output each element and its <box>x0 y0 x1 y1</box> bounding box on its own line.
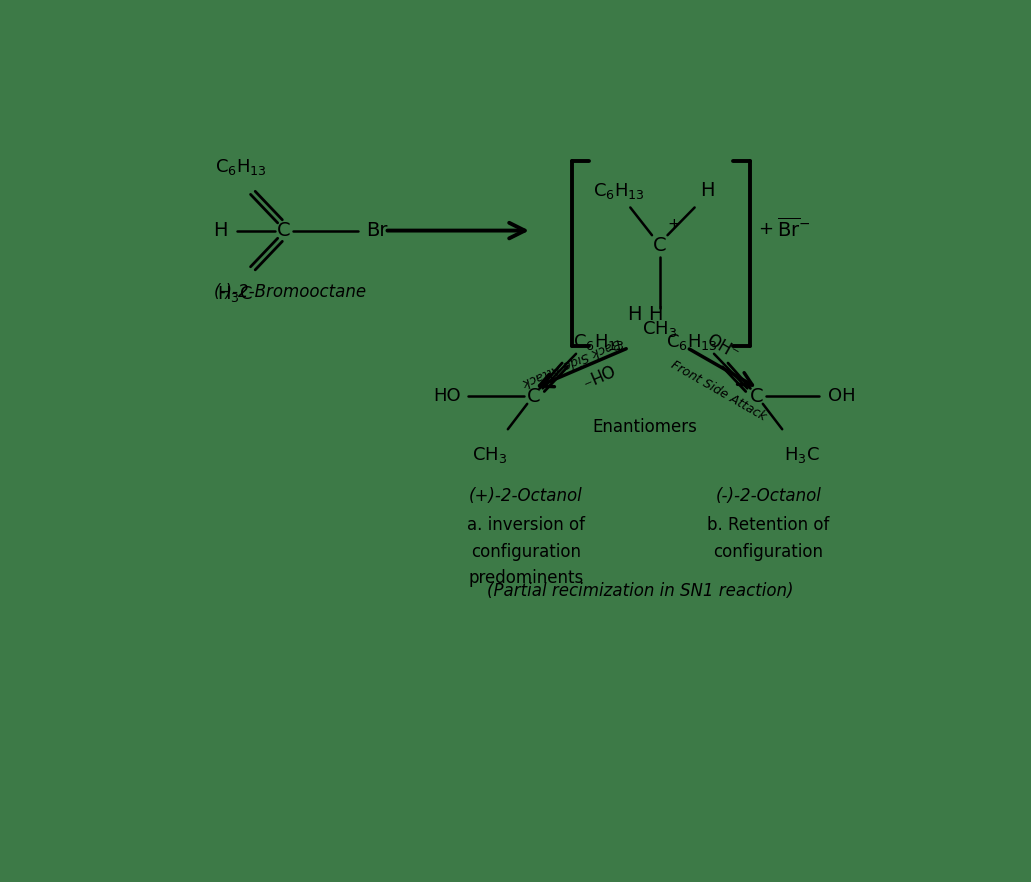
Text: configuration: configuration <box>471 542 580 561</box>
Text: HO: HO <box>433 387 461 405</box>
Text: (-)-2-Bromooctane: (-)-2-Bromooctane <box>214 283 367 301</box>
Text: configuration: configuration <box>713 542 823 561</box>
Text: OH⁻: OH⁻ <box>703 331 742 363</box>
Text: +: + <box>667 217 680 232</box>
Text: C$_6$H$_{13}$: C$_6$H$_{13}$ <box>215 158 267 177</box>
Text: OH: OH <box>828 387 856 405</box>
Text: C: C <box>277 221 291 240</box>
Text: H: H <box>700 181 716 200</box>
Text: C: C <box>527 386 540 406</box>
Text: (Partial recimization in SN1 reaction): (Partial recimization in SN1 reaction) <box>487 582 794 600</box>
Text: H: H <box>648 305 663 324</box>
Text: +: + <box>759 220 773 238</box>
Text: H$_3$C: H$_3$C <box>218 284 253 303</box>
Text: C$_6$H$_{13}$: C$_6$H$_{13}$ <box>666 333 718 352</box>
Text: H: H <box>627 305 641 324</box>
Text: C: C <box>750 386 763 406</box>
Text: Back Side Attack: Back Side Attack <box>520 335 622 388</box>
Text: (+)-2-Octanol: (+)-2-Octanol <box>469 487 583 505</box>
Text: (-)-2-Octanol: (-)-2-Octanol <box>716 487 821 505</box>
Text: C$_6$H$_{13}$: C$_6$H$_{13}$ <box>594 181 645 200</box>
Text: Front Side Attack: Front Side Attack <box>669 358 768 423</box>
Text: H: H <box>213 221 228 240</box>
Text: b. Retention of: b. Retention of <box>707 517 829 534</box>
Text: CH$_3$: CH$_3$ <box>472 445 507 465</box>
Text: Br: Br <box>366 221 388 240</box>
Text: predominents: predominents <box>468 569 584 587</box>
Text: CH$_3$: CH$_3$ <box>642 319 677 340</box>
Text: Enantiomers: Enantiomers <box>593 418 697 436</box>
Text: $\overline{\mathrm{Br}}^{-}$: $\overline{\mathrm{Br}}^{-}$ <box>777 217 810 241</box>
Text: a. inversion of: a. inversion of <box>467 517 585 534</box>
Text: H$_3$C: H$_3$C <box>784 445 820 465</box>
Text: C: C <box>653 236 667 256</box>
Text: C$_6$H$_{13}$: C$_6$H$_{13}$ <box>572 333 625 352</box>
Text: OH⁻: OH⁻ <box>577 358 616 388</box>
